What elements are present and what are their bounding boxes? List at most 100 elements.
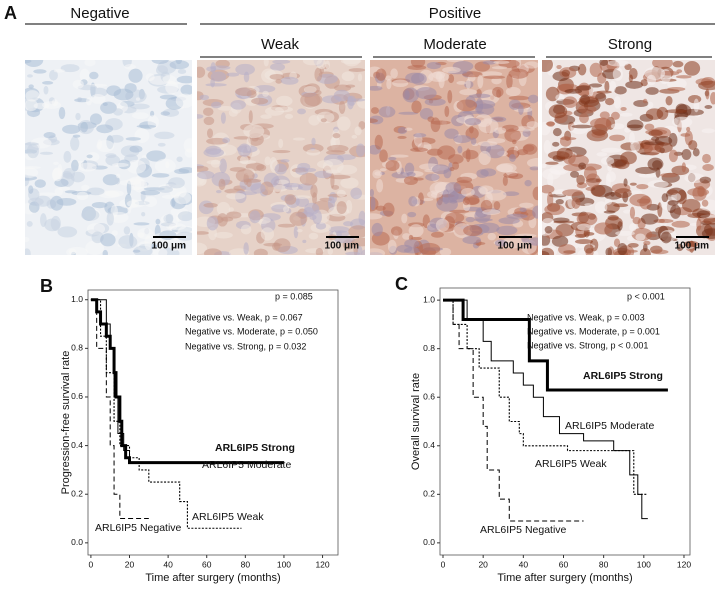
texture (623, 178, 628, 187)
texture (532, 186, 538, 201)
texture (638, 173, 658, 178)
texture (264, 156, 271, 166)
texture (70, 136, 80, 151)
texture (260, 227, 275, 241)
texture (379, 149, 388, 163)
texture (102, 249, 108, 255)
texture (542, 184, 555, 194)
texture (599, 111, 610, 119)
texture (546, 121, 555, 127)
texture (72, 134, 81, 138)
annotation: Negative vs. Strong, p < 0.001 (527, 340, 648, 350)
texture (477, 140, 498, 147)
texture (309, 214, 317, 220)
texture (402, 233, 411, 240)
texture (370, 118, 378, 124)
texture (701, 199, 709, 207)
series-label: ARL6IP5 Negative (480, 524, 567, 536)
texture (100, 101, 117, 114)
texture (116, 173, 121, 179)
series-label: ARL6IP5 Weak (192, 511, 264, 523)
texture (387, 239, 397, 253)
texture (411, 72, 427, 85)
texture (81, 209, 100, 221)
texture (322, 95, 342, 104)
texture (542, 217, 554, 225)
survival-curve (90, 298, 284, 465)
panel-label: C (395, 274, 408, 294)
micrograph: 100 μm (197, 60, 365, 255)
x-tick-label: 100 (637, 559, 651, 569)
texture (96, 140, 115, 153)
texture (336, 201, 347, 214)
survival-curve (90, 299, 242, 464)
texture (326, 144, 349, 153)
texture (165, 80, 179, 95)
texture (655, 167, 661, 178)
texture (304, 202, 320, 215)
texture (270, 63, 286, 72)
texture (169, 60, 190, 70)
texture (86, 223, 106, 235)
texture (151, 173, 170, 178)
texture (624, 127, 631, 133)
x-tick-label: 20 (125, 559, 135, 569)
annotation: Negative vs. Weak, p = 0.003 (527, 312, 645, 322)
texture (114, 177, 121, 185)
texture (435, 218, 450, 232)
texture (577, 223, 592, 231)
texture (348, 68, 365, 72)
series-label: ARL6IP5 Moderate (565, 420, 654, 432)
texture (577, 63, 587, 76)
texture (129, 145, 143, 153)
texture (372, 169, 382, 179)
texture (560, 137, 577, 141)
texture (143, 196, 158, 208)
texture (250, 183, 266, 194)
texture (68, 248, 77, 255)
scale-bar-label: 100 μm (498, 241, 533, 252)
survival-curve (443, 299, 648, 495)
texture (575, 239, 593, 245)
texture (647, 101, 654, 109)
texture (555, 199, 564, 205)
x-tick-label: 20 (478, 559, 488, 569)
texture (672, 60, 684, 68)
texture (78, 162, 97, 172)
x-tick-label: 80 (241, 559, 251, 569)
texture (459, 88, 478, 96)
texture (347, 95, 357, 106)
texture (370, 196, 376, 211)
y-tick-label: 0.0 (71, 537, 83, 547)
texture (692, 148, 700, 157)
texture (269, 156, 278, 170)
texture (90, 93, 106, 104)
texture (544, 204, 565, 216)
texture (210, 71, 227, 82)
texture (26, 143, 39, 159)
texture (670, 204, 682, 219)
texture (74, 98, 90, 103)
texture (411, 100, 422, 114)
series-label: ARL6IP5 Moderate (202, 459, 291, 471)
texture (219, 158, 227, 174)
x-tick-label: 120 (315, 559, 329, 569)
texture (465, 78, 471, 90)
texture (403, 176, 418, 185)
y-tick-label: 0.6 (423, 391, 435, 401)
texture (626, 119, 644, 131)
texture (165, 213, 174, 224)
annotation: p < 0.001 (627, 291, 665, 301)
y-axis-label: Progression-free survival rate (60, 351, 72, 495)
texture (154, 131, 175, 140)
texture (203, 116, 215, 126)
texture (476, 169, 489, 178)
texture (260, 114, 272, 119)
texture (390, 68, 398, 79)
texture (698, 80, 715, 91)
texture (600, 156, 615, 166)
texture (62, 124, 81, 134)
texture (398, 111, 419, 115)
texture (612, 67, 624, 81)
texture (509, 154, 516, 162)
